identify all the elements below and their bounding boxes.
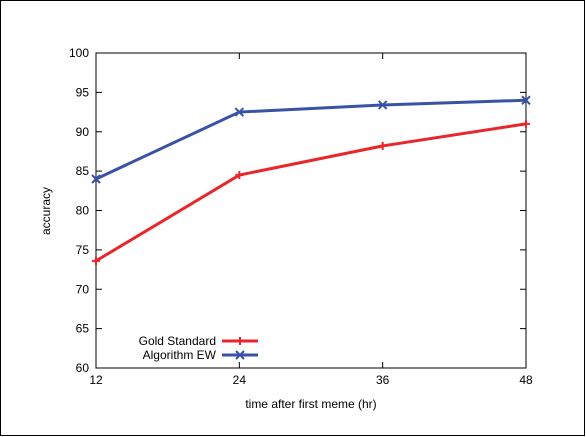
y-tick-label: 60 — [76, 361, 90, 375]
y-tick-label: 80 — [76, 204, 90, 218]
legend-marker — [235, 350, 245, 360]
y-tick-label: 100 — [69, 46, 89, 60]
y-tick-label: 95 — [76, 85, 90, 99]
data-point — [91, 174, 101, 184]
y-axis-label: accuracy — [39, 187, 53, 235]
y-tick-label: 65 — [76, 322, 90, 336]
data-point — [235, 171, 244, 180]
y-tick-label: 85 — [76, 164, 90, 178]
x-tick-label: 36 — [376, 373, 390, 387]
y-tick-label: 90 — [76, 125, 90, 139]
x-tick-label: 12 — [89, 373, 103, 387]
x-axis-label: time after first meme (hr) — [245, 397, 376, 411]
plot-area — [95, 52, 527, 369]
series-line-1 — [95, 98, 527, 181]
legend-label: Algorithm EW — [143, 348, 217, 362]
data-point — [378, 141, 387, 150]
legend-marker — [236, 337, 244, 345]
series-lines — [91, 95, 531, 265]
data-point — [234, 107, 245, 117]
data-point — [522, 119, 530, 128]
axis-ticks: 60 65 70 75 80 85 90 95 100 12 24 36 48 — [69, 46, 533, 387]
y-tick-label: 70 — [76, 282, 90, 296]
legend-label: Gold Standard — [139, 334, 216, 348]
x-tick-label: 48 — [519, 373, 533, 387]
data-point — [521, 95, 531, 105]
y-tick-label: 75 — [76, 243, 90, 257]
data-point — [92, 256, 100, 265]
x-tick-label: 24 — [233, 373, 247, 387]
series-line-0 — [95, 122, 527, 263]
data-point — [377, 100, 388, 110]
